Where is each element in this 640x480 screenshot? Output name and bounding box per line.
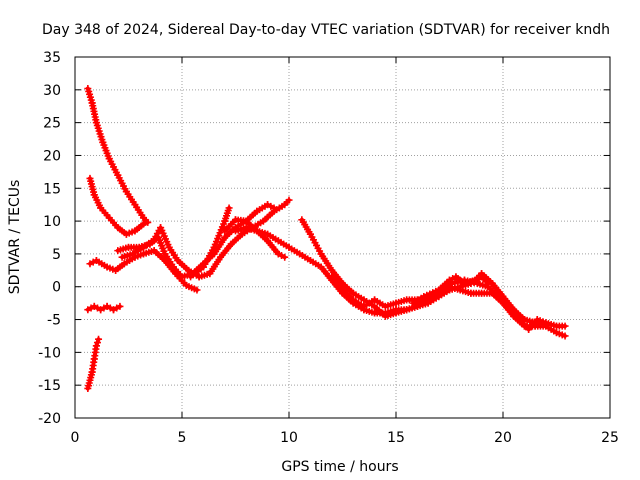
y-tick-label: 10 <box>43 214 61 230</box>
data-point <box>448 279 456 287</box>
series-track-12 <box>409 276 550 333</box>
series-track-14 <box>84 335 103 392</box>
y-tick-label: 20 <box>43 148 61 164</box>
data-series <box>84 85 569 392</box>
x-tick-label: 25 <box>601 430 619 446</box>
x-tick-label: 20 <box>494 430 512 446</box>
data-point <box>470 279 478 287</box>
data-point <box>454 278 462 286</box>
x-tick-label: 0 <box>71 430 80 446</box>
series-track-13 <box>84 302 124 314</box>
data-point <box>285 196 293 204</box>
data-point <box>457 277 465 285</box>
x-tick-label: 15 <box>387 430 405 446</box>
data-point <box>467 278 475 286</box>
data-point <box>542 319 550 327</box>
x-tick-label: 10 <box>280 430 298 446</box>
series-track-2 <box>86 174 150 238</box>
data-point <box>281 253 289 261</box>
x-tick-label: 5 <box>178 430 187 446</box>
series-track-5 <box>118 196 293 281</box>
y-tick-label: 35 <box>43 50 61 66</box>
data-point <box>116 302 124 310</box>
y-tick-label: -20 <box>38 411 61 427</box>
y-tick-label: 25 <box>43 116 61 132</box>
data-point <box>93 339 101 347</box>
data-point <box>193 286 201 294</box>
data-point <box>95 335 103 343</box>
y-tick-label: -15 <box>38 378 61 394</box>
y-tick-label: -10 <box>38 345 61 361</box>
data-point <box>225 204 233 212</box>
series-track-3 <box>86 247 201 294</box>
ticks: -20 -15 -10 -5 0 5 10 15 20 25 30 35 0 5 10 15 20 25 <box>38 50 619 446</box>
series-track-6 <box>187 204 233 281</box>
y-tick-label: -5 <box>47 313 61 329</box>
data-point <box>561 322 569 330</box>
y-tick-label: 5 <box>52 247 61 263</box>
y-axis-label: SDTVAR / TECUs <box>7 180 23 295</box>
data-point <box>92 342 100 350</box>
y-tick-label: 0 <box>52 280 61 296</box>
y-tick-label: 30 <box>43 83 61 99</box>
data-point <box>460 276 468 284</box>
plot-frame <box>74 56 611 419</box>
y-tick-label: 15 <box>43 181 61 197</box>
data-point <box>451 279 459 287</box>
data-point <box>142 218 150 226</box>
data-point <box>464 277 472 285</box>
x-axis-label: GPS time / hours <box>281 459 398 475</box>
series-track-1 <box>84 85 152 226</box>
data-point <box>561 332 569 340</box>
chart-title: Day 348 of 2024, Sidereal Day-to-day VTE… <box>42 22 610 38</box>
